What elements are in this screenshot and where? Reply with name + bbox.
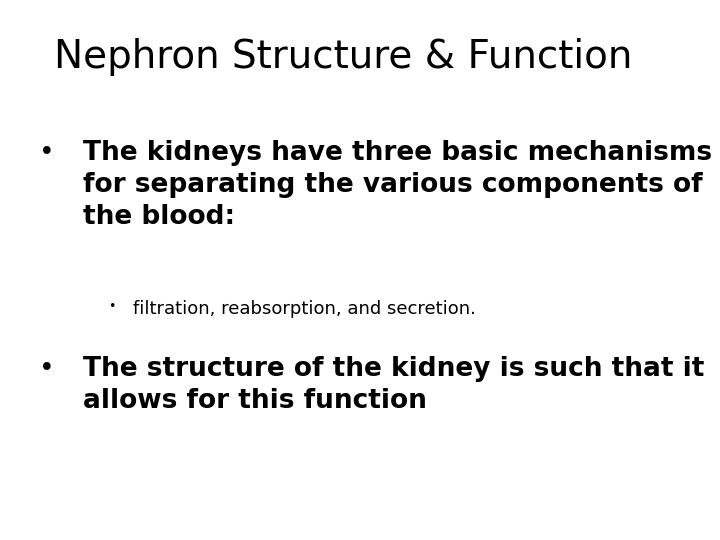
- Text: •: •: [39, 356, 55, 382]
- Text: •: •: [108, 300, 115, 313]
- Text: filtration, reabsorption, and secretion.: filtration, reabsorption, and secretion.: [133, 300, 476, 318]
- Text: Nephron Structure & Function: Nephron Structure & Function: [54, 38, 632, 76]
- Text: •: •: [39, 140, 55, 166]
- Text: The structure of the kidney is such that it
allows for this function: The structure of the kidney is such that…: [83, 356, 704, 414]
- Text: The kidneys have three basic mechanisms
for separating the various components of: The kidneys have three basic mechanisms …: [83, 140, 712, 231]
